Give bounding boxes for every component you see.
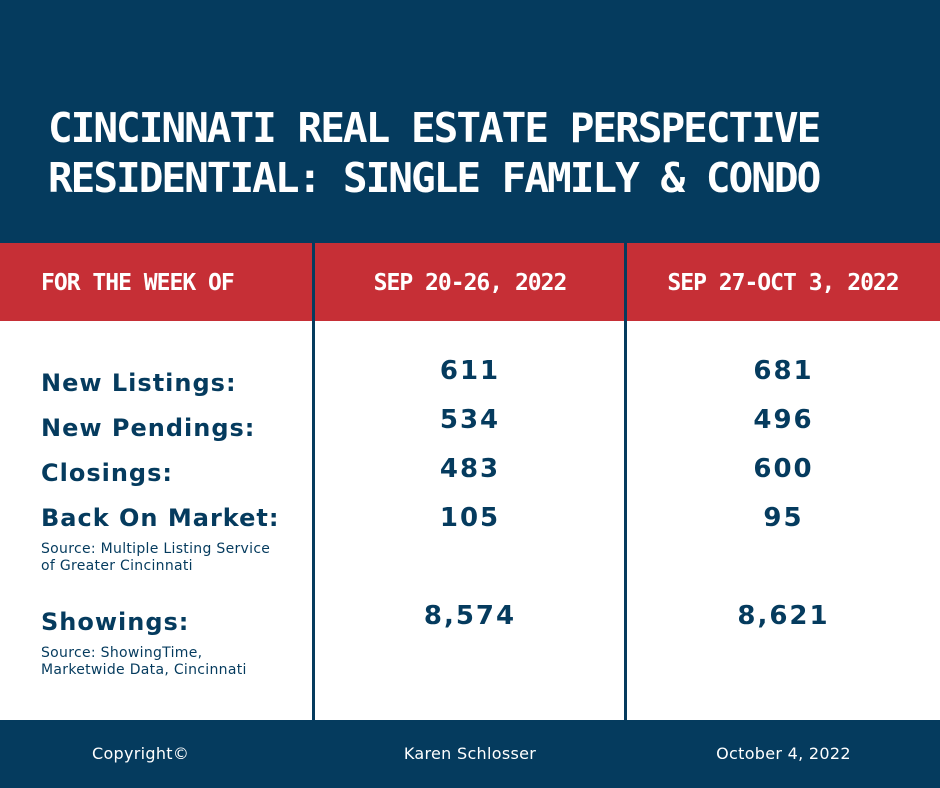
week-of-label: FOR THE WEEK OF (41, 270, 235, 296)
author-name: Karen Schlosser (403, 744, 537, 763)
value-closings-week-1: 483 (439, 454, 501, 484)
value-closings-week-2: 600 (753, 454, 814, 484)
row-label-closings: Closings: (41, 459, 173, 487)
value-showings-week-1: 8,574 (423, 601, 517, 631)
publish-date: October 4, 2022 (716, 744, 851, 763)
row-label-back-on-market: Back On Market: (41, 504, 280, 532)
footer-bar: Copyright© Karen Schlosser October 4, 20… (0, 720, 940, 788)
source-note-mls: Source: Multiple Listing Service of Grea… (41, 541, 270, 575)
value-back-on-market-week-1: 105 (439, 503, 501, 533)
value-new-listings-week-2: 681 (753, 356, 814, 386)
source-mls-line-1: Source: Multiple Listing Service (41, 541, 271, 557)
column-divider (624, 243, 627, 721)
page-title: CINCINNATI REAL ESTATE PERSPECTIVE RESID… (48, 103, 821, 203)
title-line-1: CINCINNATI REAL ESTATE PERSPECTIVE (48, 104, 821, 152)
column-header-bar: FOR THE WEEK OF SEP 20-26, 2022 SEP 27-O… (0, 243, 940, 321)
copyright-text: Copyright© (92, 744, 190, 763)
source-note-showings: Source: ShowingTime, Marketwide Data, Ci… (41, 645, 247, 679)
column-divider (312, 243, 315, 721)
title-line-2: RESIDENTIAL: SINGLE FAMILY & CONDO (48, 154, 821, 202)
row-label-new-listings: New Listings: (41, 369, 237, 397)
title-banner: CINCINNATI REAL ESTATE PERSPECTIVE RESID… (0, 0, 940, 243)
column-header-week-2: SEP 27-OCT 3, 2022 (667, 270, 899, 296)
row-label-showings: Showings: (41, 608, 190, 636)
value-new-pendings-week-1: 534 (439, 405, 501, 435)
column-header-week-1: SEP 20-26, 2022 (373, 270, 568, 296)
row-label-new-pendings: New Pendings: (41, 414, 256, 442)
source-mls-line-2: of Greater Cincinnati (41, 558, 193, 574)
value-new-pendings-week-2: 496 (753, 405, 814, 435)
value-showings-week-2: 8,621 (737, 601, 830, 631)
source-showings-line-1: Source: ShowingTime, (41, 645, 203, 661)
value-back-on-market-week-2: 95 (763, 503, 804, 533)
source-showings-line-2: Marketwide Data, Cincinnati (41, 662, 247, 678)
value-new-listings-week-1: 611 (439, 356, 501, 386)
